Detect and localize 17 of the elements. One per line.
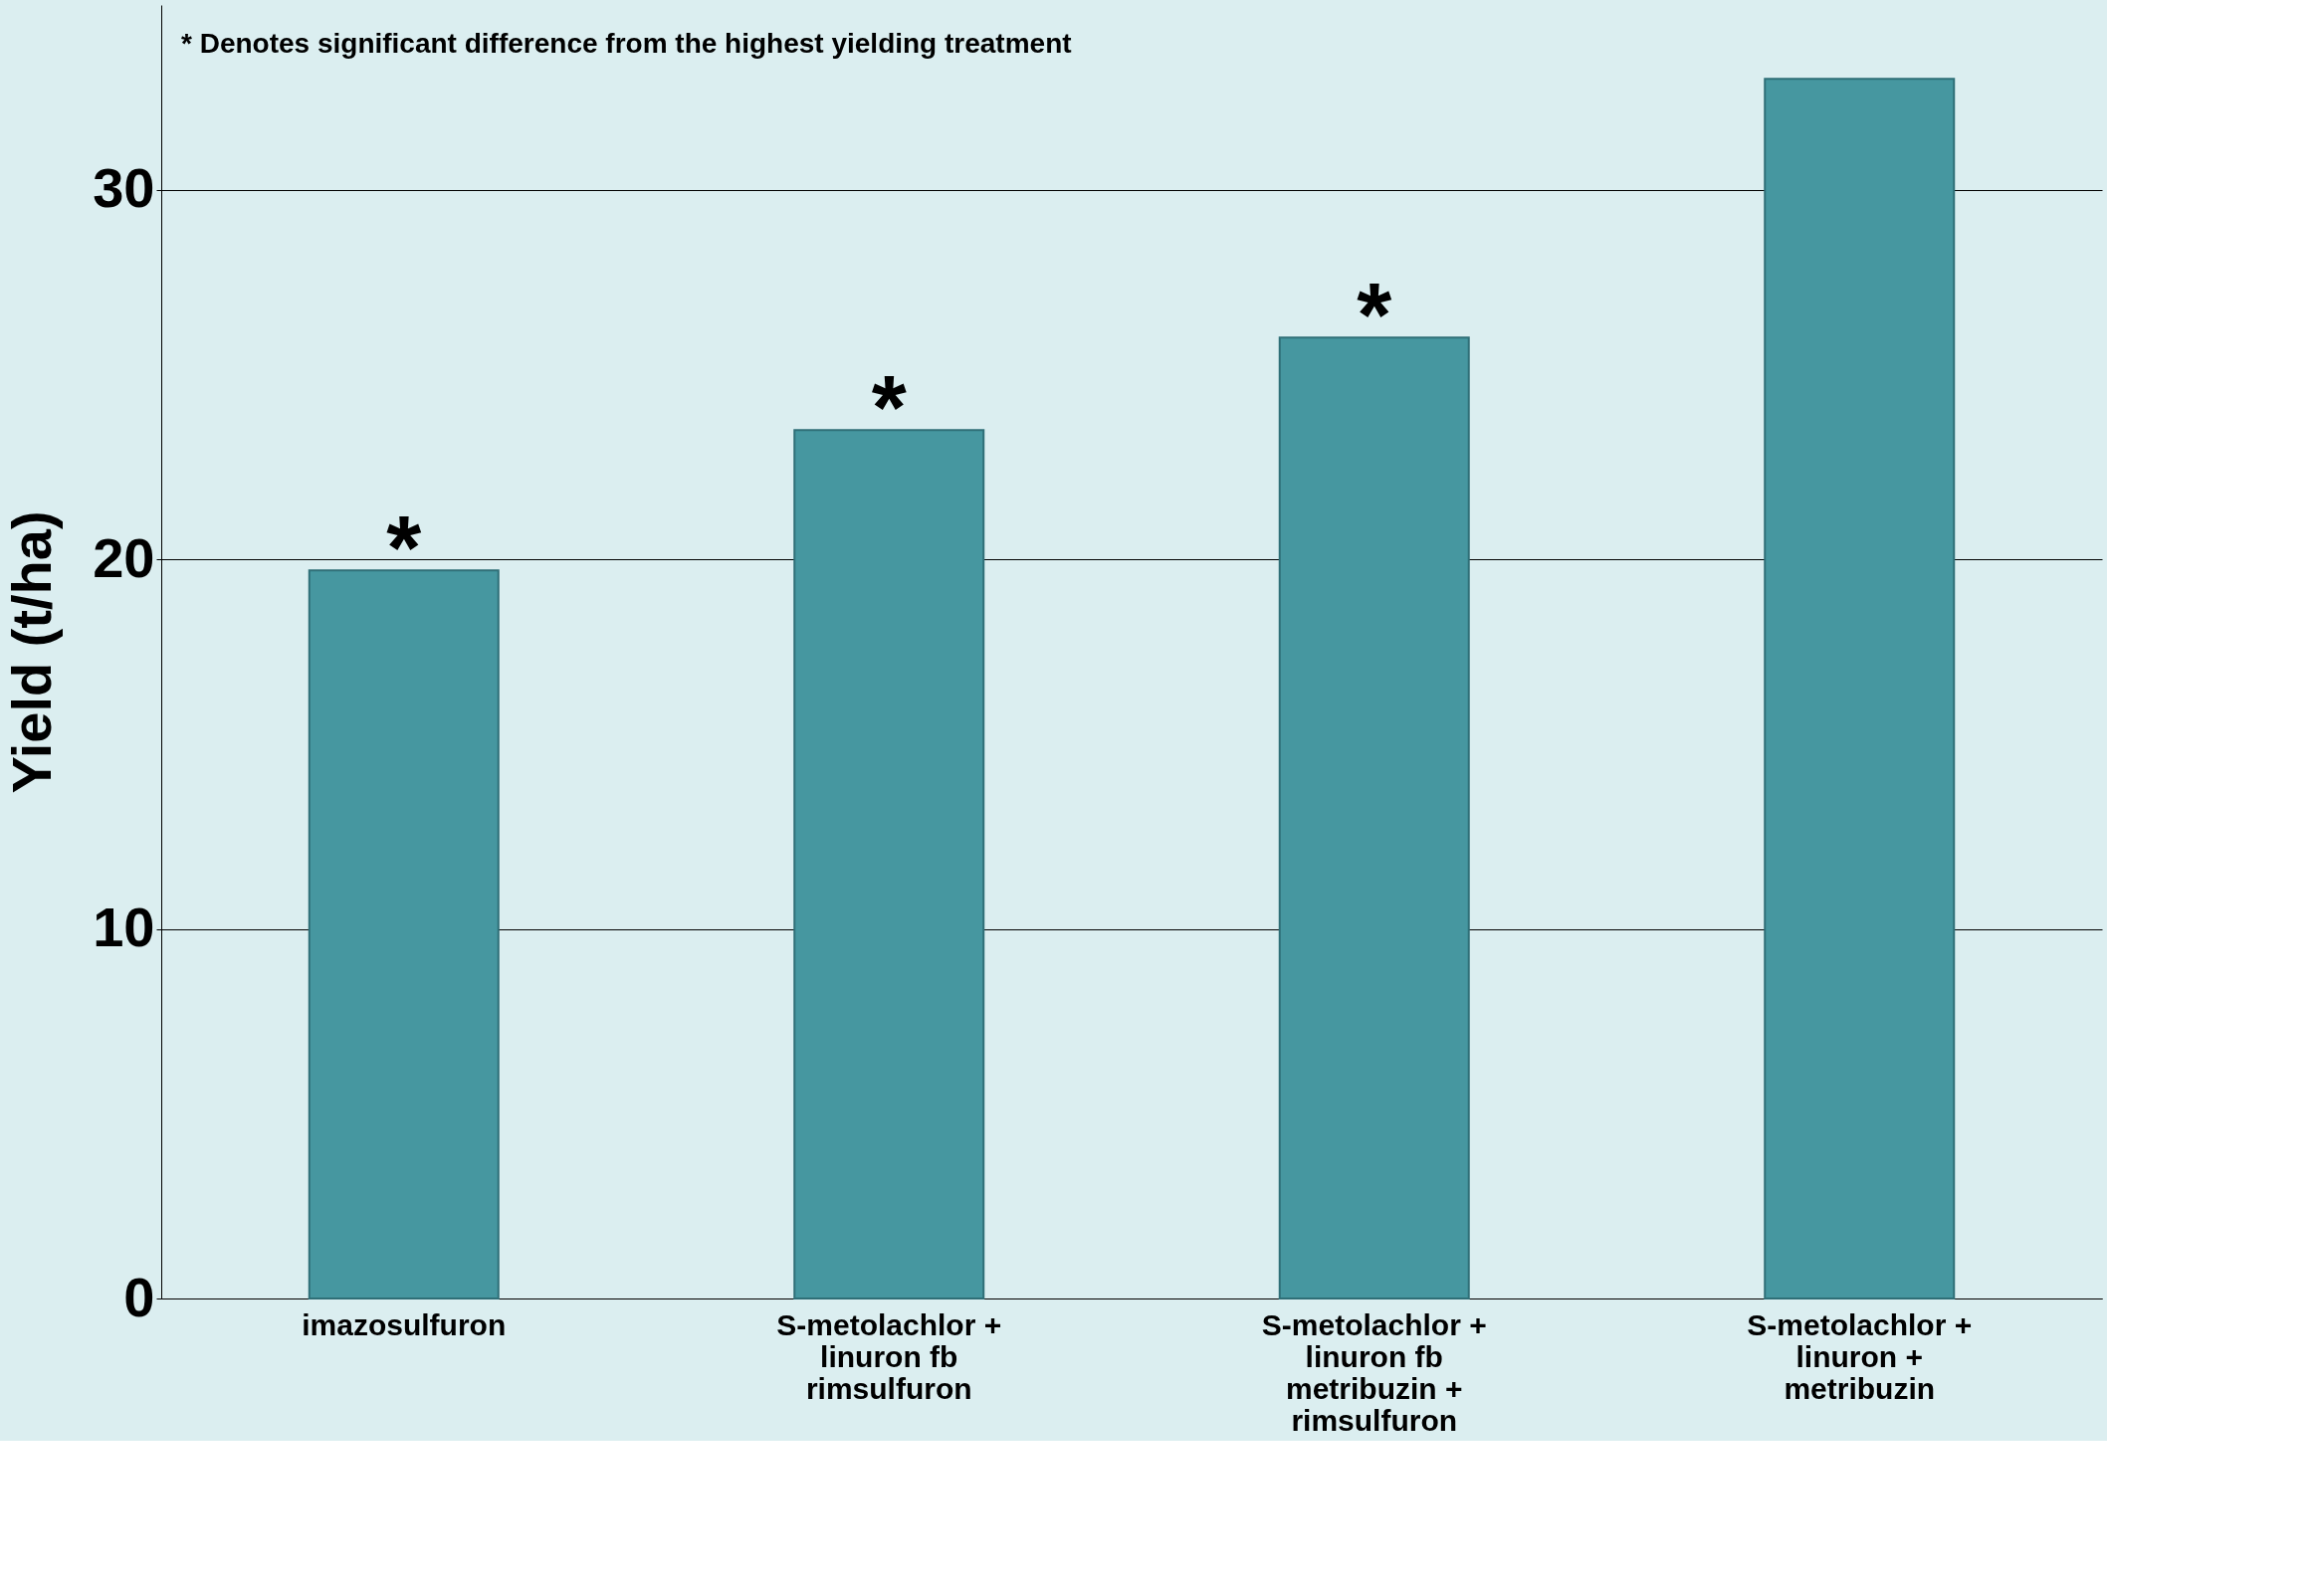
x-tick-label: S-metolachlor + linuron fb metribuzin + rimsulfuron xyxy=(1261,1307,1487,1437)
y-tick-label: 20 xyxy=(93,525,155,589)
annotation: * Denotes significant difference from the highest yielding treatment xyxy=(181,28,1072,59)
annotation: * xyxy=(386,499,422,599)
annotation: * xyxy=(1357,266,1392,366)
x-tick-label: S-metolachlor + linuron + metribuzin xyxy=(1747,1307,1973,1405)
y-tick-label: 0 xyxy=(123,1265,155,1328)
x-tick-label: S-metolachlor + linuron fb rimsulfuron xyxy=(776,1307,1002,1405)
bar xyxy=(793,429,985,1299)
y-tick-label: 10 xyxy=(93,896,155,959)
annotation: * xyxy=(871,358,907,459)
x-tick-label: imazosulfuron xyxy=(302,1307,507,1341)
bar xyxy=(308,569,500,1299)
y-axis-title: Yield (t/ha) xyxy=(0,510,64,794)
bar xyxy=(1278,336,1470,1299)
y-tick-label: 30 xyxy=(93,156,155,220)
bar xyxy=(1764,78,1956,1299)
